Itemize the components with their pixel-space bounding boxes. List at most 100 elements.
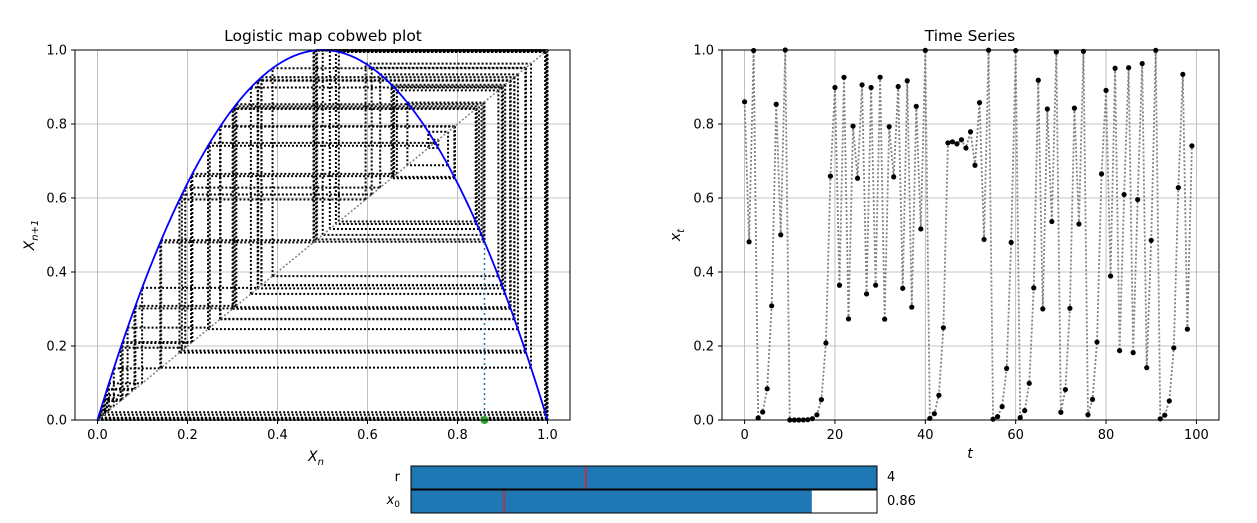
timeseries-point xyxy=(814,412,820,418)
timeseries-point xyxy=(873,282,879,288)
timeseries-point xyxy=(769,303,775,309)
cobweb-x-tick-label: 0.2 xyxy=(177,428,198,443)
timeseries-point xyxy=(909,304,915,310)
cobweb-y-tick-label: 0.2 xyxy=(46,340,67,355)
timeseries-point xyxy=(1130,350,1136,356)
timeseries-point xyxy=(773,101,779,107)
timeseries-x-tick-label: 100 xyxy=(1184,428,1209,443)
timeseries-x-tick-label: 0 xyxy=(740,428,748,443)
cobweb-y-ticks: 0.0 0.2 0.4 0.6 0.8 1.0 xyxy=(46,44,75,429)
timeseries-point xyxy=(827,173,834,179)
timeseries-point xyxy=(895,83,901,90)
timeseries-point xyxy=(1053,49,1059,55)
timeseries-point xyxy=(1103,87,1109,93)
r-slider[interactable]: r 4 xyxy=(395,465,896,490)
timeseries-point xyxy=(940,325,946,331)
timeseries-point xyxy=(854,175,861,181)
timeseries-y-tick-label: 0.8 xyxy=(693,118,714,133)
timeseries-point xyxy=(1058,409,1064,415)
timeseries-point xyxy=(1085,412,1091,418)
r-slider-border xyxy=(410,465,878,490)
timeseries-x-tick-label: 40 xyxy=(917,428,934,443)
timeseries-point xyxy=(1022,407,1028,414)
timeseries-point xyxy=(1117,348,1123,354)
timeseries-point xyxy=(1184,326,1190,332)
timeseries-point xyxy=(918,226,924,232)
r-slider-fill[interactable] xyxy=(411,466,877,489)
timeseries-point xyxy=(841,74,847,80)
timeseries-point xyxy=(1135,196,1141,203)
timeseries-point xyxy=(1162,412,1168,418)
timeseries-point xyxy=(995,414,1001,420)
timeseries-point xyxy=(931,411,937,417)
cobweb-x-tick-label: 0.6 xyxy=(357,428,378,443)
timeseries-point xyxy=(760,409,766,415)
timeseries-point xyxy=(1094,339,1100,345)
timeseries-y-tick-label: 1.0 xyxy=(693,44,714,59)
timeseries-point xyxy=(1189,143,1195,149)
timeseries-x-tick-label: 20 xyxy=(827,428,844,443)
timeseries-x-label: t xyxy=(967,446,973,462)
timeseries-line xyxy=(743,49,1193,421)
cobweb-x-tick-label: 1.0 xyxy=(537,428,558,443)
timeseries-title: Time Series xyxy=(924,27,1016,45)
cobweb-frame xyxy=(74,49,571,421)
timeseries-point xyxy=(913,103,919,109)
x0-slider-fill[interactable] xyxy=(411,490,812,513)
timeseries-point xyxy=(1035,77,1041,83)
timeseries-y-tick-label: 0.2 xyxy=(693,340,714,355)
timeseries-point xyxy=(1112,65,1118,71)
timeseries-point xyxy=(981,236,987,243)
timeseries-y-tick-label: 0.0 xyxy=(693,414,714,429)
timeseries-point xyxy=(1067,305,1073,311)
timeseries-point xyxy=(1044,106,1050,112)
timeseries-point xyxy=(1026,380,1032,386)
timeseries-y-tick-label: 0.6 xyxy=(693,192,714,207)
timeseries-point xyxy=(1144,365,1150,371)
timeseries-y-ticks: 0.0 0.2 0.4 0.6 0.8 1.0 xyxy=(693,44,722,429)
cobweb-x-ticks: 0.0 0.2 0.4 0.6 0.8 1.0 xyxy=(87,420,558,443)
timeseries-point xyxy=(1121,191,1127,198)
cobweb-y-tick-label: 0.6 xyxy=(46,192,67,207)
timeseries-point xyxy=(904,78,910,84)
timeseries-point xyxy=(832,84,838,91)
timeseries-point xyxy=(900,285,906,291)
timeseries-point xyxy=(882,316,888,322)
timeseries-point xyxy=(859,82,865,88)
timeseries-point xyxy=(809,416,815,422)
timeseries-point xyxy=(1089,396,1096,402)
timeseries-x-tick-label: 80 xyxy=(1098,428,1115,443)
timeseries-point xyxy=(818,397,825,403)
timeseries-x-ticks: 0 20 40 60 80 100 xyxy=(740,420,1209,443)
timeseries-point xyxy=(1080,48,1087,54)
x0-slider[interactable]: x0 0.86 xyxy=(386,489,916,514)
timeseries-point xyxy=(1171,345,1177,351)
timeseries-point xyxy=(746,239,752,245)
cobweb-y-label: Xn+1 xyxy=(22,220,41,252)
timeseries-point xyxy=(755,415,761,421)
timeseries-point xyxy=(1175,184,1181,191)
r-slider-value: 4 xyxy=(887,470,895,485)
timeseries-axes: Time Series 0 20 40 60 80 100 0.0 0.2 0.4 0.6 0.8… xyxy=(668,27,1220,462)
timeseries-point xyxy=(945,140,951,146)
cobweb-y-tick-label: 0.8 xyxy=(46,118,67,133)
timeseries-point xyxy=(1013,47,1019,54)
timeseries-point xyxy=(1049,218,1055,225)
timeseries-point xyxy=(891,174,897,180)
timeseries-point xyxy=(958,137,965,143)
timeseries-point xyxy=(1040,306,1046,312)
timeseries-point xyxy=(976,100,983,106)
timeseries-point xyxy=(990,416,996,422)
timeseries-grid xyxy=(722,49,1219,421)
timeseries-point xyxy=(823,340,829,346)
timeseries-point xyxy=(1008,239,1014,246)
x0-slider-border xyxy=(410,489,878,514)
timeseries-point xyxy=(1004,365,1010,372)
cobweb-title: Logistic map cobweb plot xyxy=(224,27,422,45)
timeseries-point xyxy=(836,282,843,288)
cobweb-axes: Logistic map cobweb plot 0.0 0.2 0.4 0.6 0.8… xyxy=(22,27,571,468)
timeseries-points xyxy=(741,47,1195,423)
timeseries-point xyxy=(778,232,784,238)
timeseries-point xyxy=(741,99,748,105)
